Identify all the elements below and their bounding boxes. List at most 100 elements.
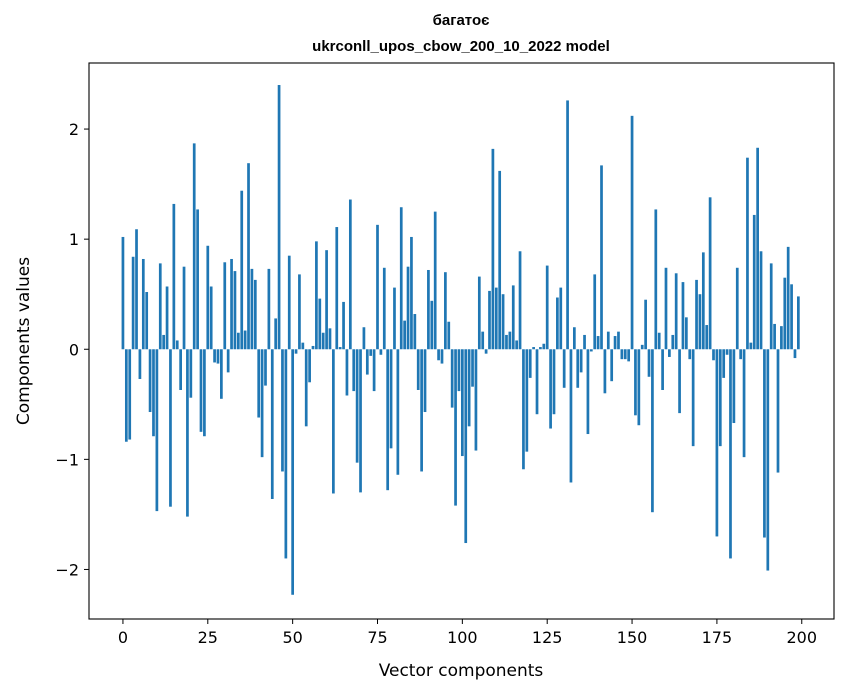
- bar-157: [654, 209, 658, 350]
- bar-87: [416, 349, 420, 390]
- bar-56: [311, 345, 315, 350]
- bar-184: [746, 157, 749, 350]
- bar-125: [545, 265, 549, 350]
- bar-78: [386, 349, 390, 491]
- bar-74: [372, 349, 376, 392]
- bar-92: [433, 211, 437, 350]
- bar-46: [277, 85, 281, 350]
- bar-188: [759, 251, 763, 350]
- bar-174: [712, 349, 715, 361]
- bar-41: [260, 349, 264, 458]
- bar-169: [695, 279, 698, 350]
- bar-98: [454, 349, 457, 506]
- bar-52: [298, 274, 301, 350]
- bar-117: [518, 251, 522, 350]
- bar-111: [498, 170, 502, 350]
- bar-97: [450, 349, 454, 408]
- bar-186: [752, 214, 756, 350]
- bar-79: [389, 349, 393, 449]
- bar-60: [325, 250, 328, 350]
- bar-10: [155, 349, 159, 512]
- bar-99: [457, 349, 461, 392]
- bar-8: [148, 349, 152, 413]
- bar-159: [661, 349, 664, 390]
- x-tick-label: 25: [198, 628, 218, 647]
- bar-40: [257, 349, 261, 418]
- bar-11: [158, 263, 162, 350]
- bar-179: [729, 349, 732, 559]
- y-tick-label: −1: [55, 450, 79, 469]
- bar-77: [382, 267, 386, 350]
- bar-192: [773, 323, 776, 350]
- bar-148: [623, 349, 627, 360]
- bar-134: [576, 349, 580, 388]
- bar-25: [206, 245, 210, 350]
- bar-93: [437, 349, 440, 361]
- plot-frame: [88, 62, 835, 620]
- bar-107: [484, 349, 488, 354]
- bar-6: [141, 258, 145, 350]
- bar-59: [321, 332, 325, 350]
- bar-191: [769, 263, 773, 350]
- bar-172: [705, 325, 709, 350]
- bar-20: [189, 349, 193, 398]
- bar-152: [637, 349, 641, 426]
- bar-75: [376, 224, 379, 350]
- bar-14: [169, 349, 172, 507]
- bar-19: [186, 349, 189, 517]
- bar-147: [620, 349, 624, 360]
- bar-106: [481, 331, 485, 350]
- bar-155: [647, 349, 651, 377]
- bar-150: [630, 115, 634, 350]
- bar-64: [338, 347, 342, 350]
- bar-83: [403, 320, 407, 350]
- bar-177: [722, 349, 726, 378]
- bar-32: [230, 258, 233, 350]
- bar-196: [786, 246, 790, 350]
- bar-197: [790, 284, 793, 350]
- bar-63: [335, 227, 339, 350]
- bar-175: [715, 349, 719, 537]
- bar-114: [508, 331, 512, 350]
- bar-153: [640, 344, 644, 350]
- bar-37: [247, 163, 250, 350]
- y-axis-label: Components values: [14, 257, 34, 425]
- bar-108: [488, 290, 491, 350]
- bar-89: [423, 349, 427, 413]
- bar-165: [681, 282, 685, 350]
- bar-26: [209, 286, 213, 350]
- bar-82: [399, 207, 403, 350]
- x-tick-label: 100: [447, 628, 478, 647]
- bar-181: [735, 267, 739, 350]
- bar-66: [345, 349, 349, 396]
- bar-17: [179, 349, 182, 390]
- bar-91: [430, 300, 434, 350]
- bar-96: [447, 321, 451, 350]
- bar-163: [674, 273, 678, 350]
- bar-129: [559, 287, 563, 350]
- bar-24: [203, 349, 206, 437]
- bar-4: [135, 229, 138, 350]
- bar-132: [569, 349, 573, 483]
- y-tick-label: 1: [69, 230, 79, 249]
- bar-122: [535, 349, 539, 415]
- bar-105: [477, 276, 481, 350]
- bar-195: [783, 277, 787, 350]
- bar-118: [522, 349, 525, 470]
- bar-158: [657, 332, 661, 350]
- bar-137: [586, 349, 590, 435]
- bar-100: [460, 349, 464, 457]
- bar-113: [505, 334, 508, 350]
- bar-28: [216, 349, 220, 364]
- x-tick-label: 50: [282, 628, 302, 647]
- bar-101: [464, 349, 468, 544]
- bar-1: [124, 349, 128, 442]
- bar-13: [165, 286, 169, 350]
- bar-21: [192, 143, 196, 350]
- bar-190: [766, 349, 770, 571]
- bar-series: [121, 85, 800, 595]
- bar-43: [267, 268, 271, 350]
- bar-133: [572, 327, 576, 350]
- bar-128: [556, 297, 559, 350]
- bar-136: [583, 334, 586, 350]
